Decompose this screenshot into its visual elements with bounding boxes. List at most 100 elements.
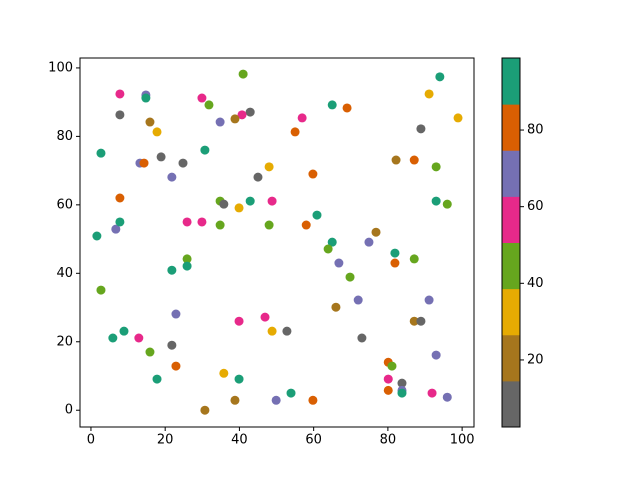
point [409, 316, 419, 326]
point [442, 199, 452, 209]
colorbar-tick-label: 60 [527, 199, 544, 214]
point [167, 172, 177, 182]
point [264, 220, 274, 230]
point [197, 217, 207, 227]
point [334, 258, 344, 268]
y-tick-label: 40 [56, 266, 73, 281]
point [416, 316, 426, 326]
point [431, 162, 441, 172]
point [182, 217, 192, 227]
point [215, 117, 225, 127]
point [312, 210, 322, 220]
colorbar-segment [502, 288, 520, 336]
point [215, 220, 225, 230]
colorbar-segment [502, 242, 520, 290]
point [327, 237, 337, 247]
point [435, 72, 445, 82]
point [353, 295, 363, 305]
point [171, 361, 181, 371]
point [371, 227, 381, 237]
point [424, 89, 434, 99]
point [297, 113, 307, 123]
point [427, 388, 437, 398]
point [171, 309, 181, 319]
point [327, 100, 337, 110]
x-tick-label: 60 [305, 433, 322, 448]
point [416, 124, 426, 134]
point [115, 89, 125, 99]
point [282, 326, 292, 336]
colorbar-segment [502, 196, 520, 243]
colorbar-tick-label: 20 [527, 352, 544, 367]
point [156, 152, 166, 162]
point [264, 162, 274, 172]
point [115, 217, 125, 227]
point [234, 316, 244, 326]
y-tick-label: 20 [56, 334, 73, 349]
x-tick-label: 0 [87, 433, 95, 448]
point [219, 368, 229, 378]
point [119, 326, 129, 336]
y-tick-label: 60 [56, 197, 73, 212]
y-tick-label: 80 [56, 129, 73, 144]
point [271, 395, 281, 405]
point [357, 333, 367, 343]
colorbar-segment [502, 58, 520, 105]
point [323, 244, 333, 254]
point [391, 155, 401, 165]
point [200, 405, 210, 415]
point [115, 193, 125, 203]
point [96, 285, 106, 295]
colorbar-frame [501, 57, 521, 428]
plot-area [79, 57, 475, 428]
point [345, 272, 355, 282]
point [219, 199, 229, 209]
point [234, 203, 244, 213]
x-tick-label: 80 [380, 433, 397, 448]
x-tick-label: 40 [231, 433, 248, 448]
point [409, 254, 419, 264]
colorbar-segment [502, 150, 520, 197]
y-tick-label: 0 [65, 403, 73, 418]
point [152, 374, 162, 384]
point [442, 392, 452, 402]
point [92, 231, 102, 241]
point [308, 395, 318, 405]
point [145, 347, 155, 357]
point [230, 114, 240, 124]
point [267, 196, 277, 206]
point [111, 224, 121, 234]
point [431, 196, 441, 206]
y-tick-label: 100 [48, 60, 73, 75]
colorbar-segment [502, 334, 520, 382]
point [331, 302, 341, 312]
point [383, 385, 393, 395]
point [260, 312, 270, 322]
colorbar-segment [502, 104, 520, 151]
point [108, 333, 118, 343]
point [342, 103, 352, 113]
point [245, 196, 255, 206]
point [253, 172, 263, 182]
point [204, 100, 214, 110]
point [182, 254, 192, 264]
point [267, 326, 277, 336]
point [286, 388, 296, 398]
point [115, 110, 125, 120]
point [234, 374, 244, 384]
point [145, 117, 155, 127]
point [200, 145, 210, 155]
point [308, 169, 318, 179]
point [96, 148, 106, 158]
point [139, 158, 149, 168]
colorbar-segment [502, 380, 520, 428]
point [178, 158, 188, 168]
x-tick-label: 100 [450, 433, 475, 448]
point [390, 248, 400, 258]
point [424, 295, 434, 305]
point [390, 258, 400, 268]
x-tick-label: 20 [157, 433, 174, 448]
point [453, 113, 463, 123]
point [197, 93, 207, 103]
